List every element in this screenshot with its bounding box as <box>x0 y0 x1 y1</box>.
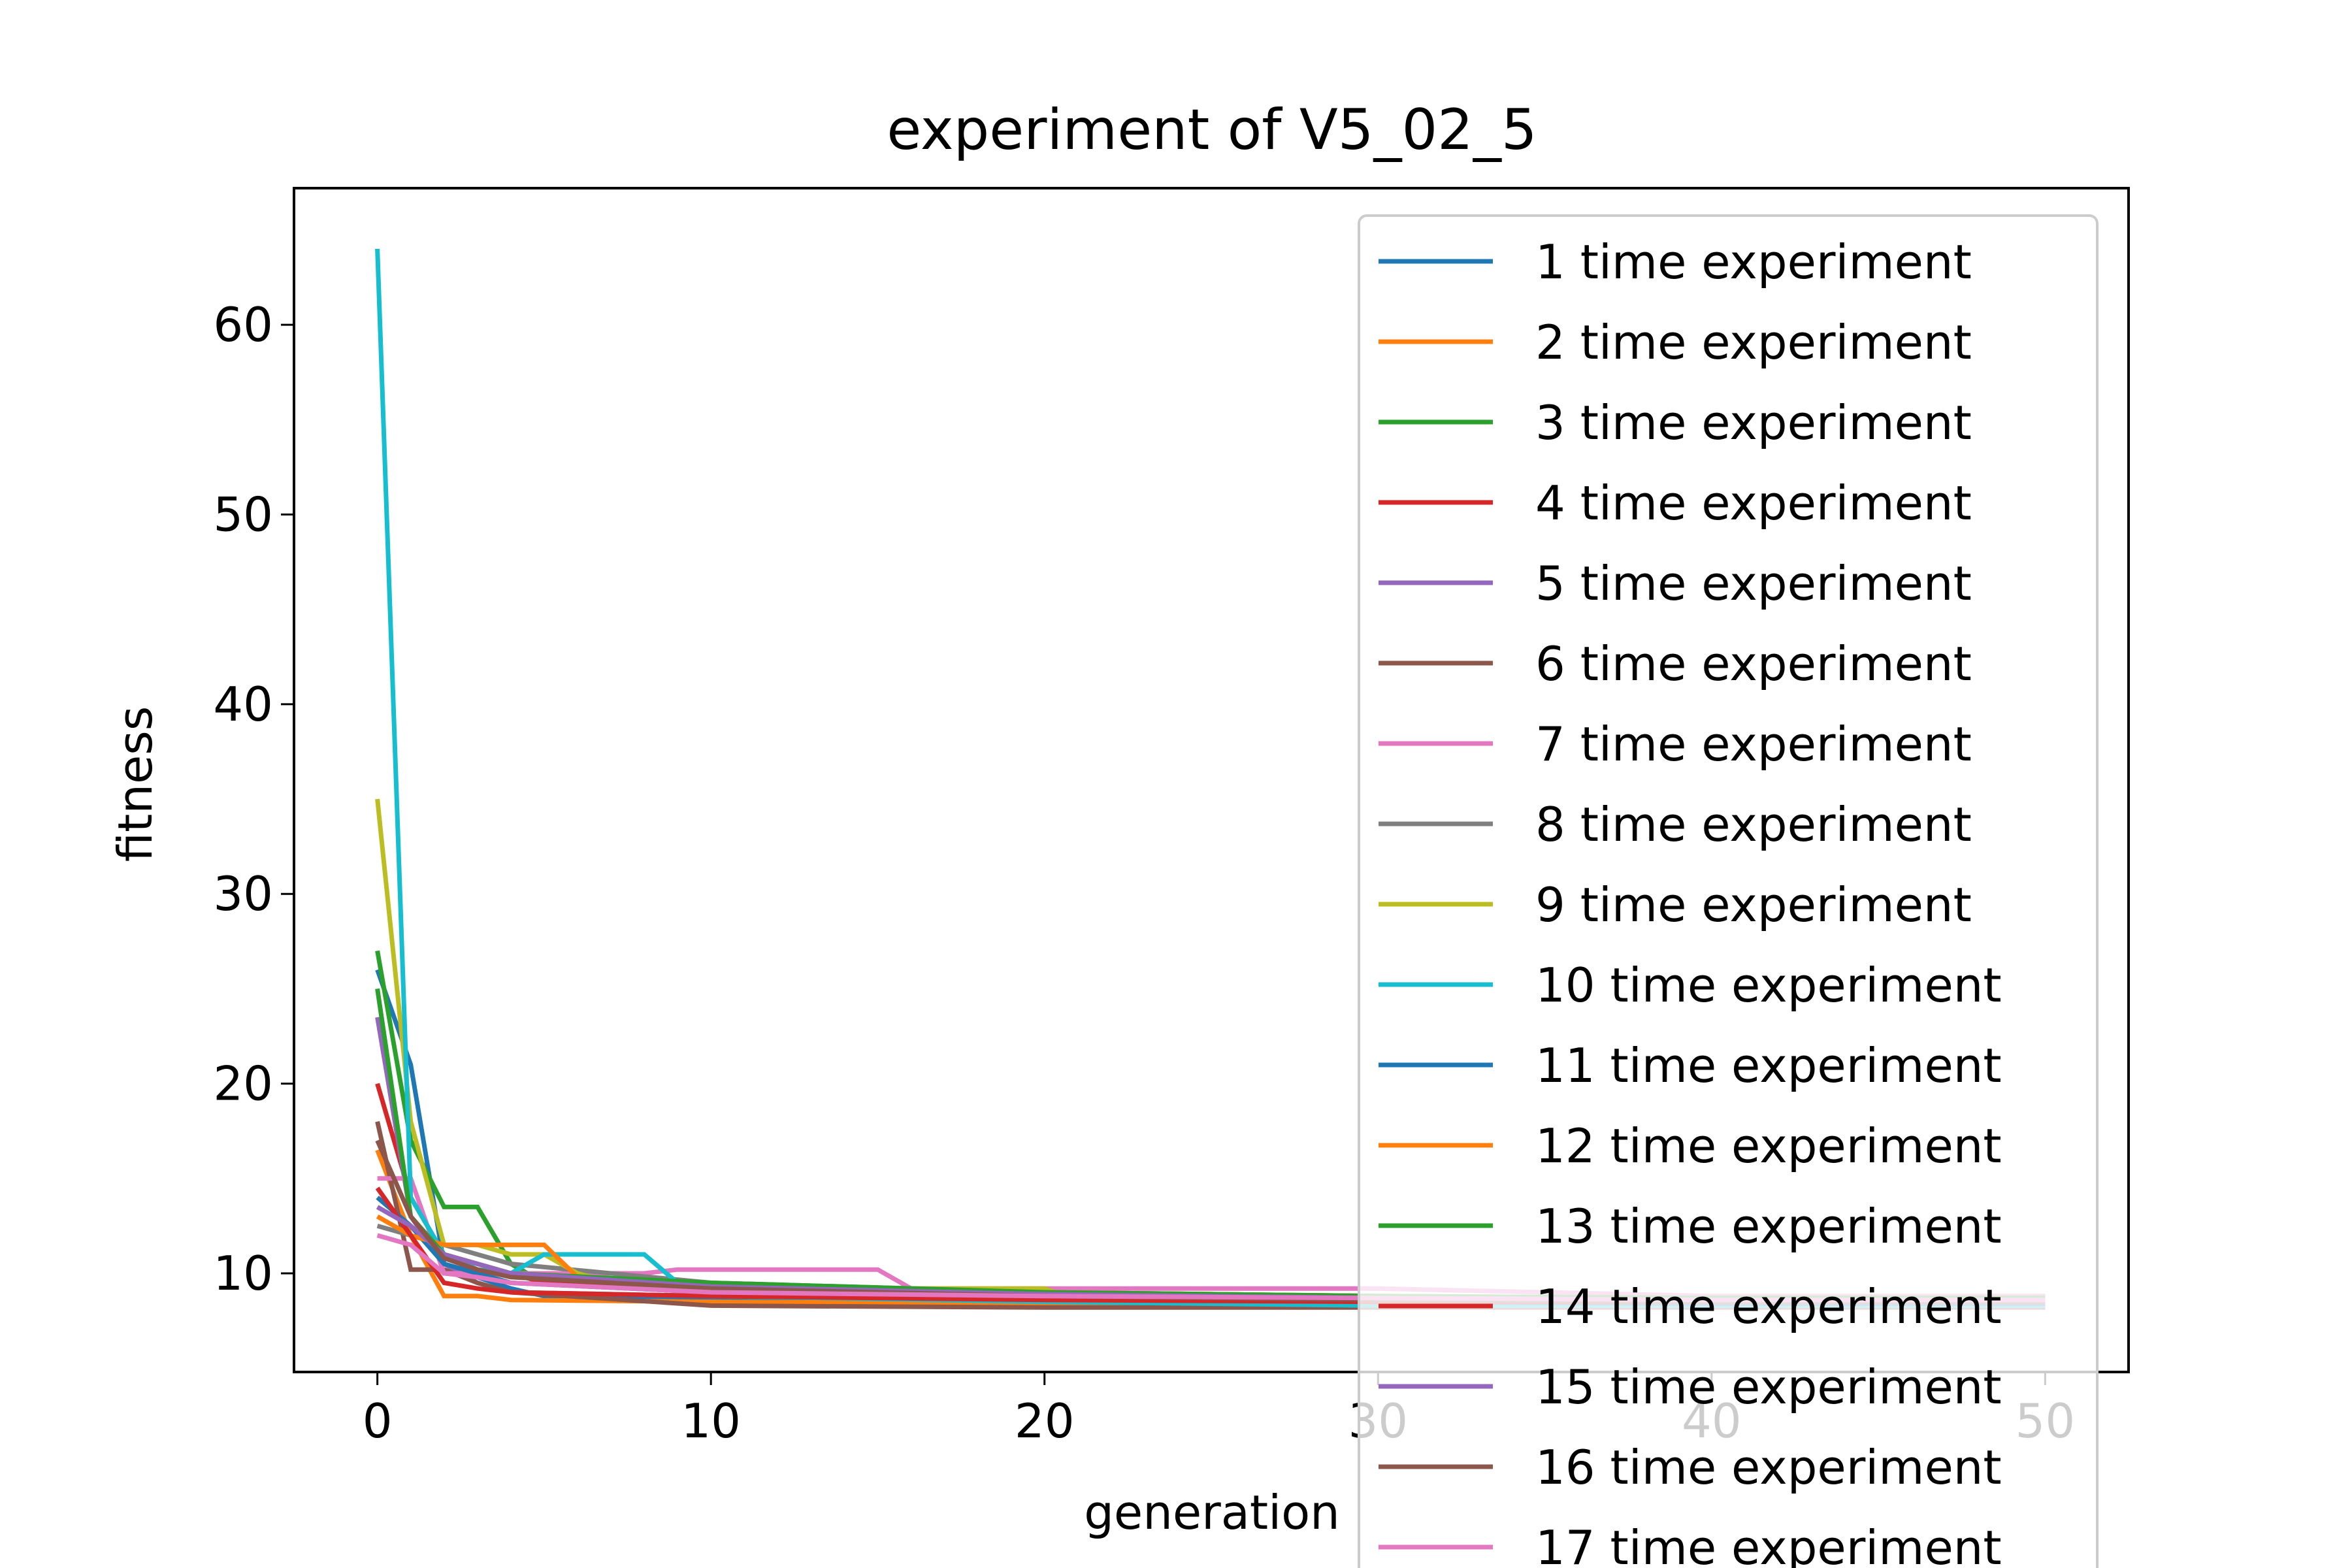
legend-label: 3 time experiment <box>1535 395 1972 450</box>
y-tick-label: 50 <box>213 487 273 542</box>
legend-label: 16 time experiment <box>1535 1440 2002 1495</box>
y-axis-ticks: 10 20 30 40 50 60 <box>213 297 294 1301</box>
legend-label: 7 time experiment <box>1535 717 1972 772</box>
legend-label: 11 time experiment <box>1535 1038 2002 1093</box>
y-tick-label: 60 <box>213 297 273 352</box>
legend-label: 9 time experiment <box>1535 877 1972 932</box>
legend-label: 5 time experiment <box>1535 556 1972 611</box>
legend-label: 4 time experiment <box>1535 476 1972 531</box>
y-tick-label: 20 <box>213 1056 273 1111</box>
legend-label: 14 time experiment <box>1535 1279 2002 1334</box>
legend-label: 1 time experiment <box>1535 235 1972 289</box>
plot-frame <box>293 187 2130 1373</box>
y-tick-label: 40 <box>213 677 273 732</box>
x-tick-label: 10 <box>681 1394 741 1448</box>
legend-label: 13 time experiment <box>1535 1199 2002 1254</box>
legend-box <box>1358 214 2099 1568</box>
y-axis-label: fitness <box>108 706 163 862</box>
legend-label: 10 time experiment <box>1535 958 2002 1013</box>
legend-label: 8 time experiment <box>1535 797 1972 852</box>
y-tick-label: 30 <box>213 866 273 921</box>
x-tick-label: 0 <box>363 1394 393 1448</box>
y-tick-label: 10 <box>213 1246 273 1301</box>
legend-label: 6 time experiment <box>1535 636 1972 691</box>
x-tick-label: 20 <box>1015 1394 1075 1448</box>
legend-label: 15 time experiment <box>1535 1360 2002 1414</box>
legend: 1 time experiment 2 time experiment 3 time… <box>1358 214 2099 1568</box>
legend-label: 2 time experiment <box>1535 315 1972 370</box>
x-axis-label: generation <box>1084 1485 1340 1540</box>
legend-label: 17 time experiment <box>1535 1520 2002 1568</box>
chart-title: experiment of V5_02_5 <box>887 97 1537 163</box>
legend-label: 12 time experiment <box>1535 1119 2002 1173</box>
